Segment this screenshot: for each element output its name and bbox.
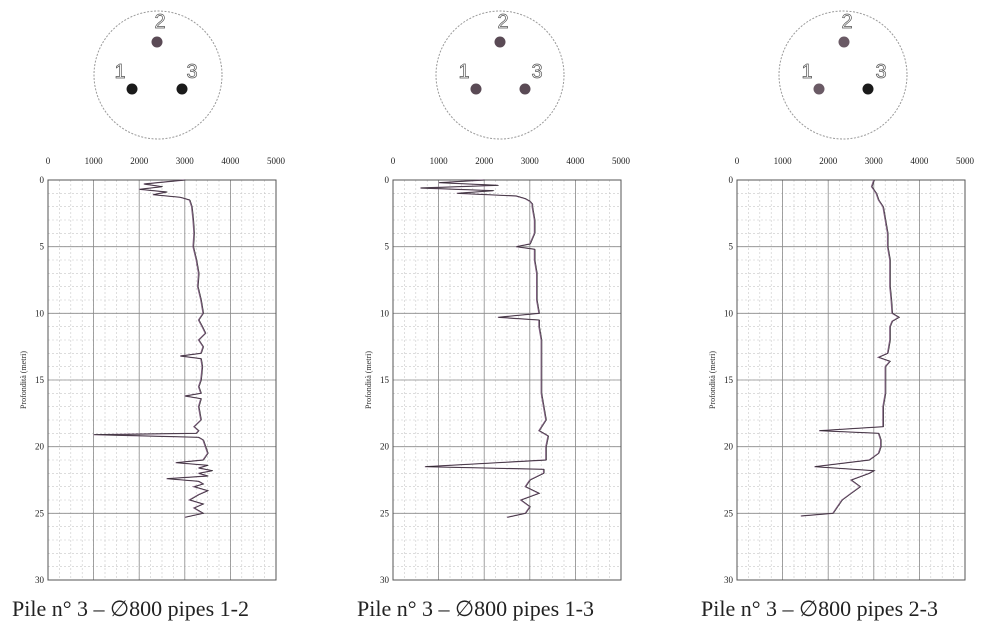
y-axis-label: Profondità (metri) (364, 351, 373, 409)
x-tick-label: 3000 (521, 156, 540, 166)
y-tick-label: 5 (40, 242, 45, 252)
y-tick-label: 10 (724, 308, 734, 318)
x-tick-label: 1000 (85, 156, 104, 166)
x-tick-label: 4000 (221, 156, 240, 166)
x-tick-label: 0 (391, 156, 396, 166)
pile-section-circle (93, 10, 223, 140)
x-tick-label: 1000 (430, 156, 449, 166)
x-tick-label: 0 (46, 156, 51, 166)
x-tick-label: 5000 (267, 156, 286, 166)
y-tick-label: 20 (35, 442, 45, 452)
velocity-trace-shadow (94, 179, 214, 518)
pipe-1-dot (126, 83, 138, 95)
plot-frame (736, 179, 966, 581)
y-tick-label: 30 (380, 575, 390, 585)
y-tick-label: 5 (729, 242, 734, 252)
y-tick-label: 30 (35, 575, 45, 585)
pipe-1-label: 1 (458, 61, 469, 83)
x-tick-label: 1000 (774, 156, 793, 166)
pipe-2-dot (838, 36, 850, 48)
x-tick-label: 5000 (956, 156, 975, 166)
pipe-2-dot (494, 36, 506, 48)
pipe-1-dot (813, 83, 825, 95)
velocity-trace (800, 179, 901, 517)
x-tick-label: 2000 (130, 156, 149, 166)
pipe-1-label: 1 (114, 61, 125, 83)
y-tick-label: 0 (40, 175, 45, 185)
y-tick-label: 10 (35, 308, 45, 318)
y-tick-label: 25 (380, 508, 390, 518)
x-tick-label: 2000 (819, 156, 838, 166)
y-tick-label: 25 (724, 508, 734, 518)
y-axis-label: Profondità (metri) (19, 351, 28, 409)
pile-section-circle (778, 10, 908, 140)
y-tick-label: 20 (380, 442, 390, 452)
panel-caption-2: Pile n° 3 – ∅800 pipes 1-3 (357, 596, 594, 621)
y-tick-label: 0 (729, 175, 734, 185)
x-tick-label: 3000 (176, 156, 195, 166)
pipe-2-label: 2 (841, 11, 852, 33)
x-tick-label: 4000 (910, 156, 929, 166)
x-tick-label: 0 (735, 156, 740, 166)
pipe-2-dot (151, 36, 163, 48)
velocity-trace (420, 179, 549, 518)
x-tick-label: 2000 (475, 156, 494, 166)
x-tick-label: 4000 (566, 156, 585, 166)
x-tick-label: 3000 (865, 156, 884, 166)
pipe-1-label: 1 (801, 61, 812, 83)
plot-frame (392, 179, 622, 581)
panel-caption-3: Pile n° 3 – ∅800 pipes 2-3 (701, 596, 938, 621)
pile-section-circle (435, 10, 565, 140)
pipe-3-dot (862, 83, 874, 95)
y-tick-label: 25 (35, 508, 45, 518)
y-tick-label: 15 (380, 375, 390, 385)
y-tick-label: 30 (724, 575, 734, 585)
pipe-3-label: 3 (531, 61, 542, 83)
y-tick-label: 20 (724, 442, 734, 452)
y-tick-label: 10 (380, 308, 390, 318)
velocity-trace-shadow (421, 179, 550, 518)
y-tick-label: 5 (385, 242, 390, 252)
y-tick-label: 15 (35, 375, 45, 385)
y-tick-label: 0 (385, 175, 390, 185)
pipe-3-label: 3 (186, 61, 197, 83)
pipe-1-dot (470, 83, 482, 95)
pipe-3-dot (519, 83, 531, 95)
y-tick-label: 15 (724, 375, 734, 385)
pipe-3-label: 3 (875, 61, 886, 83)
panel-caption-1: Pile n° 3 – ∅800 pipes 1-2 (12, 596, 249, 621)
plot-frame (47, 179, 277, 581)
pipe-2-label: 2 (154, 11, 165, 33)
pipe-2-label: 2 (497, 11, 508, 33)
pipe-3-dot (176, 83, 188, 95)
y-axis-label: Profondità (metri) (708, 351, 717, 409)
velocity-trace-shadow (801, 179, 901, 517)
x-tick-label: 5000 (612, 156, 631, 166)
